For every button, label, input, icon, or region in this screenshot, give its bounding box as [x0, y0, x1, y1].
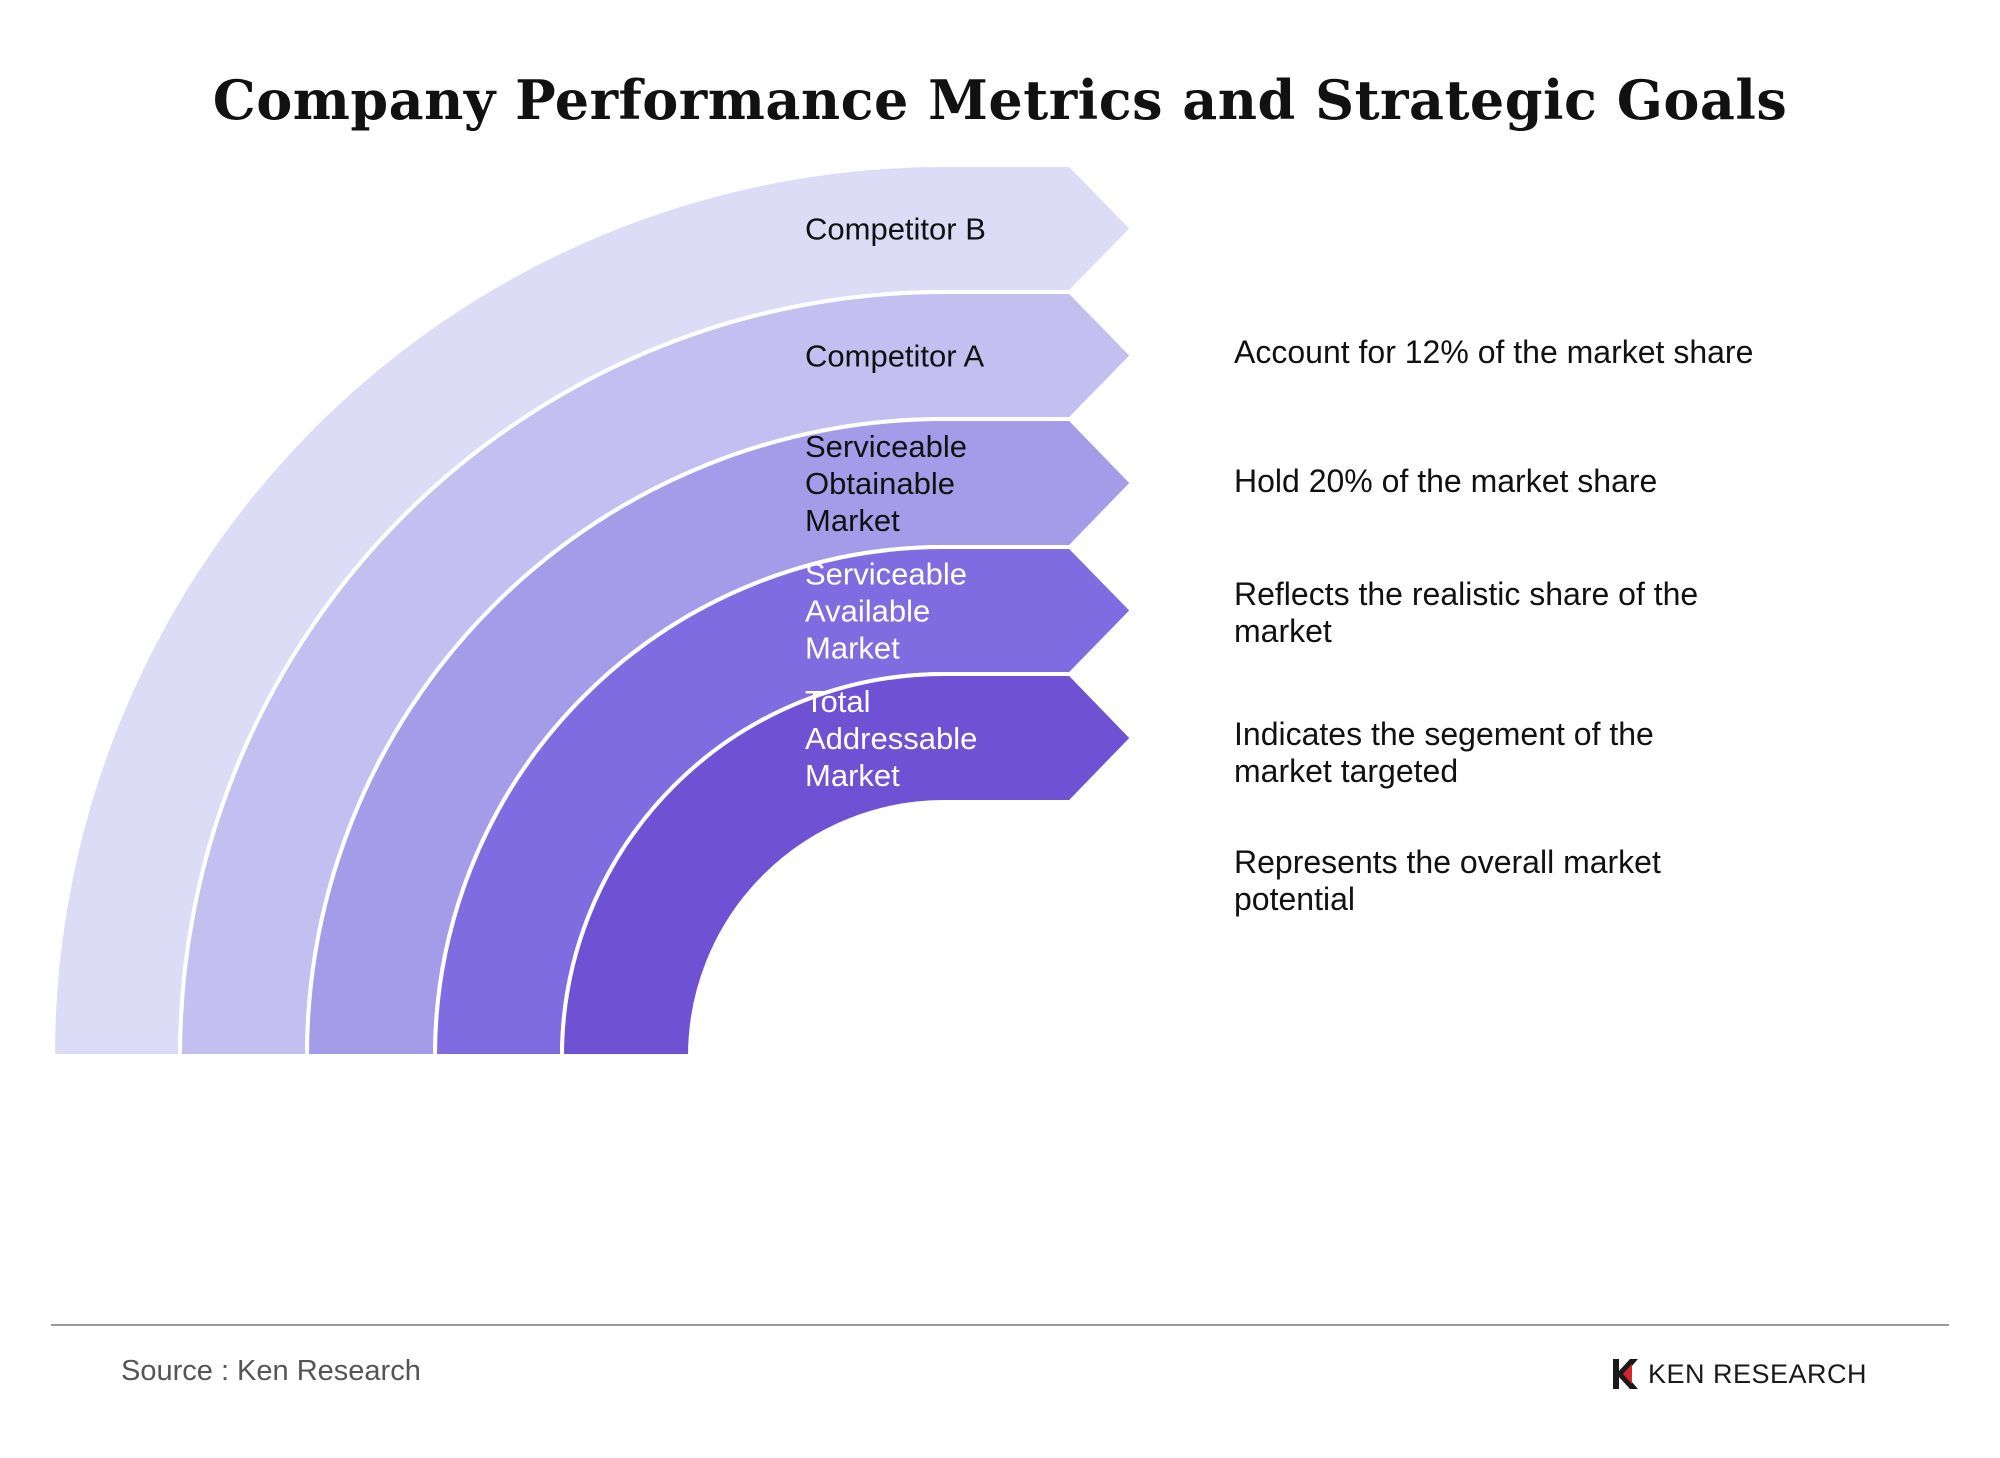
band-description-2: Reflects the realistic share of the mark… — [1234, 576, 1699, 649]
band-label-1: Competitor A — [805, 339, 985, 374]
band-label-3: Serviceable Available Market — [805, 557, 967, 666]
band-label-line: Total — [805, 684, 870, 719]
band-label-line: Market — [805, 758, 900, 793]
band-label-line: Competitor A — [805, 339, 985, 374]
band-label-line: Serviceable — [805, 557, 967, 592]
band-label-line: Competitor B — [805, 212, 986, 247]
page-title: Company Performance Metrics and Strategi… — [212, 68, 1788, 132]
footer-divider — [51, 1324, 1949, 1326]
band-label-line: Serviceable — [805, 429, 967, 464]
band-description-3: Indicates the segement of the market tar… — [1234, 716, 1654, 789]
band-label-line: Obtainable — [805, 466, 955, 501]
band-description-4: Represents the overall market potential — [1234, 844, 1661, 917]
band-description-1: Hold 20% of the market share — [1234, 463, 1658, 499]
band-label-line: Addressable — [805, 721, 977, 756]
band-label-line: Market — [805, 631, 900, 666]
band-label-2: Serviceable Obtainable Market — [805, 429, 967, 538]
band-label-line: Market — [805, 503, 900, 538]
brand-name: KEN RESEARCH — [1648, 1358, 1868, 1389]
band-description-0: Account for 12% of the market share — [1234, 334, 1754, 370]
band-label-4: Total Addressable Market — [805, 684, 977, 793]
band-label-0: Competitor B — [805, 212, 986, 247]
ken-research-logo: KEN RESEARCH — [1610, 1356, 1867, 1392]
source-note: Source : Ken Research — [121, 1355, 421, 1387]
band-label-line: Available — [805, 594, 930, 629]
arc-band-4 — [560, 672, 1134, 1058]
ken-research-logo-icon — [1613, 1359, 1638, 1389]
